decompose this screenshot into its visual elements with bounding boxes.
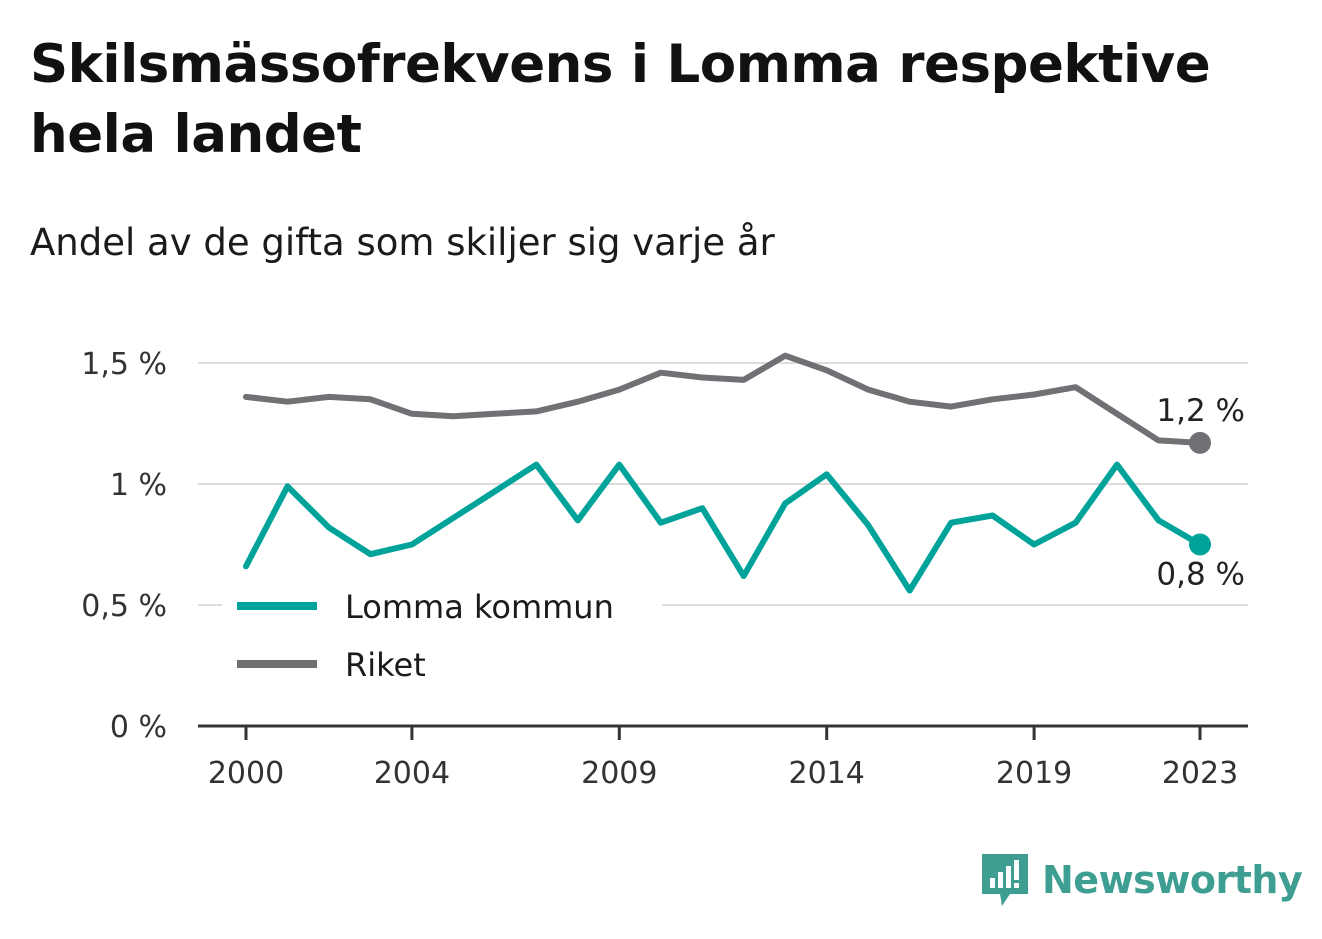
legend-label: Lomma kommun — [345, 588, 614, 626]
series-end-marker — [1189, 431, 1211, 454]
series-line-lomma — [243, 461, 1203, 594]
y-tick-label: 1 % — [110, 468, 167, 503]
newsworthy-logo-text: Newsworthy — [1042, 858, 1303, 902]
legend-background — [222, 572, 662, 692]
series-end-marker — [1189, 533, 1211, 556]
legend-label: Riket — [345, 646, 426, 684]
x-tick-label: 2009 — [581, 756, 657, 791]
x-tick-label: 2004 — [374, 756, 450, 791]
chart-title: Skilsmässofrekvens i Lomma respektive he… — [30, 34, 1211, 165]
y-tick-label: 0,5 % — [81, 589, 167, 624]
newsworthy-logo-icon — [982, 854, 1028, 906]
series-end-label: 1,2 % — [1156, 393, 1245, 429]
x-tick-label: 2019 — [996, 756, 1072, 791]
y-tick-label: 1,5 % — [81, 347, 167, 382]
series-end-label: 0,8 % — [1156, 557, 1245, 593]
x-tick-label: 2000 — [208, 756, 284, 791]
newsworthy-logo: Newsworthy — [980, 850, 1303, 910]
series-line-riket — [243, 352, 1203, 446]
y-tick-label: 0 % — [110, 710, 167, 745]
chart-subtitle: Andel av de gifta som skiljer sig varje … — [30, 221, 775, 264]
x-tick-label: 2023 — [1162, 756, 1238, 791]
x-tick-label: 2014 — [789, 756, 865, 791]
